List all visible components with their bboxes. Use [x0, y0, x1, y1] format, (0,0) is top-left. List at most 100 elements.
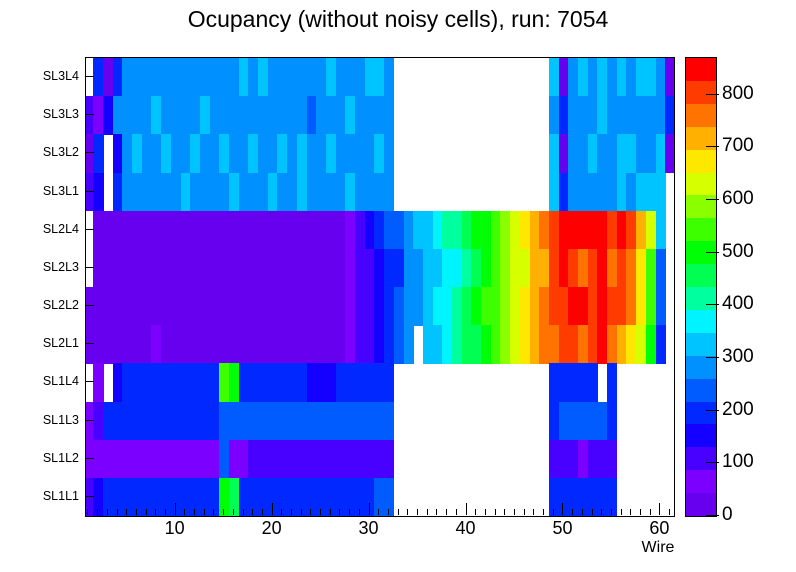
heatmap-cell [384, 363, 395, 403]
heatmap-cell [665, 58, 674, 97]
y-axis-label: SL3L4 [42, 69, 79, 84]
x-axis-minor-tick [640, 509, 642, 515]
heatmap-cell [616, 134, 628, 174]
heatmap-cell [568, 96, 579, 135]
heatmap-cell [287, 172, 298, 212]
heatmap-cell [413, 287, 424, 326]
heatmap-cell [374, 134, 385, 174]
heatmap-cell [393, 287, 405, 326]
heatmap-cell [112, 248, 123, 288]
heatmap-cell [248, 58, 259, 97]
heatmap-cell [132, 96, 143, 135]
color-scale-tick-label: 300 [722, 346, 754, 368]
heatmap-cell [229, 287, 240, 326]
x-axis-minor-tick [426, 509, 428, 515]
heatmap-cell [122, 58, 133, 97]
heatmap-cell [655, 172, 666, 212]
heatmap-cell [267, 210, 279, 250]
heatmap-cell [325, 96, 337, 135]
heatmap-cell [141, 134, 153, 174]
x-axis-minor-tick [281, 509, 283, 515]
heatmap-cell [558, 134, 569, 174]
heatmap-cell [607, 401, 618, 441]
heatmap-cell [558, 248, 569, 288]
heatmap-cell [122, 172, 133, 212]
heatmap-cell [170, 439, 182, 479]
heatmap-cell [607, 248, 618, 288]
heatmap-cell [316, 287, 327, 326]
heatmap-cell [161, 401, 172, 441]
heatmap-cell [374, 439, 385, 479]
heatmap-cell [568, 287, 579, 326]
heatmap-cell [267, 401, 279, 441]
heatmap-cell [325, 325, 337, 364]
heatmap-cell [335, 248, 346, 288]
heatmap-cell [636, 248, 647, 288]
y-axis-tick [85, 266, 94, 268]
heatmap-cell [597, 325, 608, 364]
x-axis-minor-tick [523, 509, 525, 515]
heatmap-cell [190, 325, 201, 364]
y-axis-label: SL2L3 [42, 259, 79, 274]
heatmap-cell [587, 58, 598, 97]
heatmap-cell [122, 325, 133, 364]
heatmap-cell [548, 96, 560, 135]
color-scale-band [686, 171, 716, 196]
heatmap-cell [209, 287, 220, 326]
heatmap-cell [519, 248, 531, 288]
heatmap-cell [345, 134, 356, 174]
color-scale-tick [706, 251, 719, 253]
heatmap-cell [248, 287, 259, 326]
heatmap-cell [180, 58, 191, 97]
heatmap-cell [93, 210, 104, 250]
color-scale-tick [706, 515, 719, 516]
y-axis-label: SL1L4 [42, 374, 79, 389]
heatmap-cell [355, 477, 366, 516]
heatmap-cell [180, 172, 191, 212]
heatmap-cell [190, 134, 201, 174]
heatmap-cell [141, 439, 153, 479]
heatmap-cell [374, 363, 385, 403]
heatmap-cell [180, 134, 191, 174]
y-axis-label: SL1L2 [42, 450, 79, 465]
heatmap-cell [170, 477, 182, 516]
heatmap-cell [558, 210, 569, 250]
heatmap-cell [587, 248, 598, 288]
heatmap-cell [258, 58, 269, 97]
heatmap-cell [345, 325, 356, 364]
heatmap-cell [422, 287, 434, 326]
heatmap-cell [287, 363, 298, 403]
heatmap-cell [325, 172, 337, 212]
heatmap-cell [190, 172, 201, 212]
y-axis-labels: SL3L4 SL3L3 SL3L2 SL3L1 SL2L4 SL2L3 SL2L2 SL2L1… [0, 57, 79, 515]
heatmap-cell [578, 477, 589, 516]
heatmap-cell [587, 210, 598, 250]
heatmap-cell [316, 210, 327, 250]
heatmap-cell [258, 439, 269, 479]
y-axis-label: SL3L2 [42, 145, 79, 160]
y-axis-label: SL2L1 [42, 336, 79, 351]
color-scale-band [686, 492, 716, 516]
color-scale-band [686, 217, 716, 242]
heatmap-cell [568, 58, 579, 97]
x-axis-title: Wire [641, 539, 675, 556]
heatmap-cell [287, 325, 298, 364]
heatmap-cell [636, 58, 647, 97]
x-axis-minor-tick [87, 509, 89, 515]
heatmap-cell [607, 363, 618, 403]
heatmap-cell [471, 248, 482, 288]
heatmap-cell [626, 96, 637, 135]
color-scale-tick-label: 800 [722, 82, 754, 104]
heatmap-cell [548, 363, 560, 403]
heatmap-cell [626, 172, 637, 212]
heatmap-cell [190, 96, 201, 135]
heatmap-cell [132, 401, 143, 441]
heatmap-cell [655, 325, 666, 364]
color-scale-band [686, 446, 716, 471]
heatmap-cell [209, 134, 220, 174]
heatmap-cell [277, 401, 288, 441]
heatmap-cell [481, 210, 492, 250]
heatmap-cell [248, 210, 259, 250]
heatmap-cell [267, 287, 279, 326]
heatmap-cell [132, 439, 143, 479]
